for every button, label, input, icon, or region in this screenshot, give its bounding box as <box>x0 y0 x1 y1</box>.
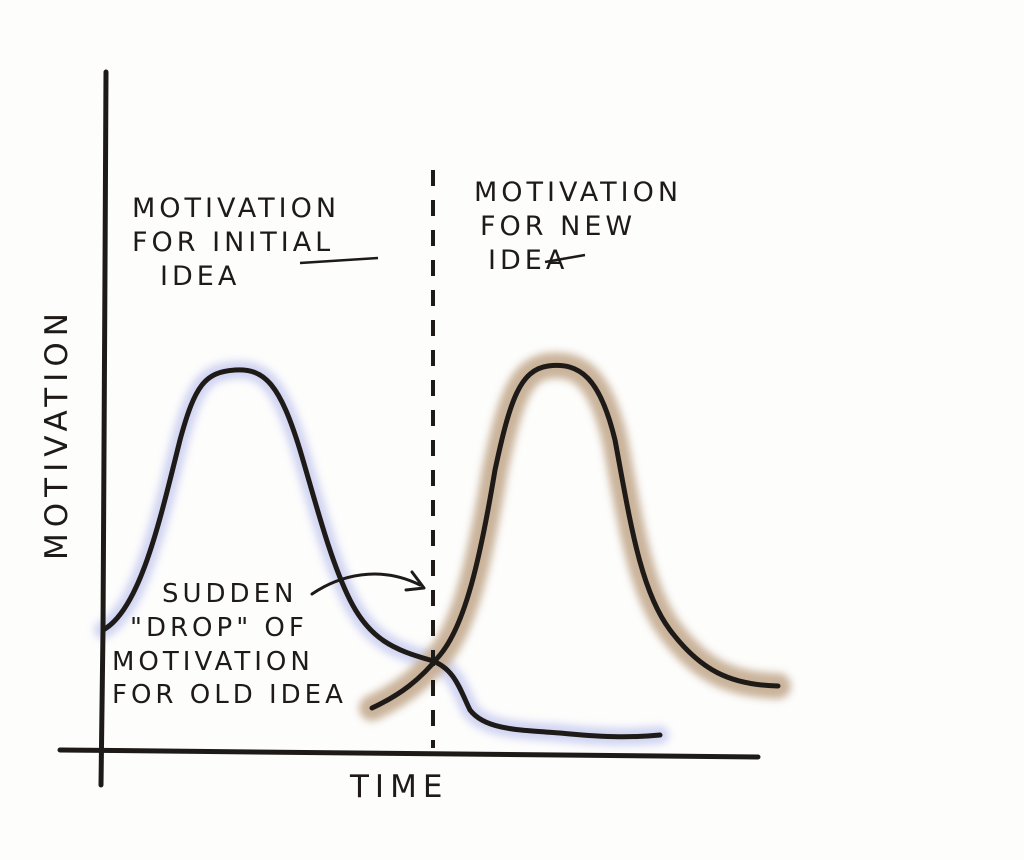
y-axis-label: MOTIVATION <box>39 307 75 560</box>
y-axis <box>98 69 109 788</box>
x-axis-label: TIME <box>350 769 449 805</box>
annotation-line: MOTIVATION <box>112 646 314 677</box>
annotation-line: FOR NEW <box>480 210 637 242</box>
underline-flourish-new <box>544 253 586 264</box>
annotation-sudden-drop: SUDDEN "DROP" OF MOTIVATION FOR OLD IDEA <box>112 578 347 713</box>
x-axis <box>57 747 761 760</box>
annotation-line: IDEA <box>160 260 241 292</box>
annotation-line: IDEA <box>488 244 569 276</box>
initial-idea-curve <box>100 367 663 740</box>
annotation-line: MOTIVATION <box>132 193 341 224</box>
annotation-line: SUDDEN <box>162 579 298 609</box>
annotation-line: MOTIVATION <box>474 177 683 208</box>
arrowhead-icon <box>404 570 426 592</box>
new-idea-curve <box>369 362 781 711</box>
drop-arrow <box>310 572 422 596</box>
annotation-line: FOR INITIAL <box>132 226 335 258</box>
annotation-new-idea: MOTIVATION FOR NEW IDEA <box>474 176 682 277</box>
annotation-initial-idea: MOTIVATION FOR INITIAL IDEA <box>132 192 340 293</box>
underline-flourish-initial <box>299 256 379 265</box>
annotation-line: "DROP" OF <box>130 612 308 643</box>
annotation-line: FOR OLD IDEA <box>112 680 347 711</box>
